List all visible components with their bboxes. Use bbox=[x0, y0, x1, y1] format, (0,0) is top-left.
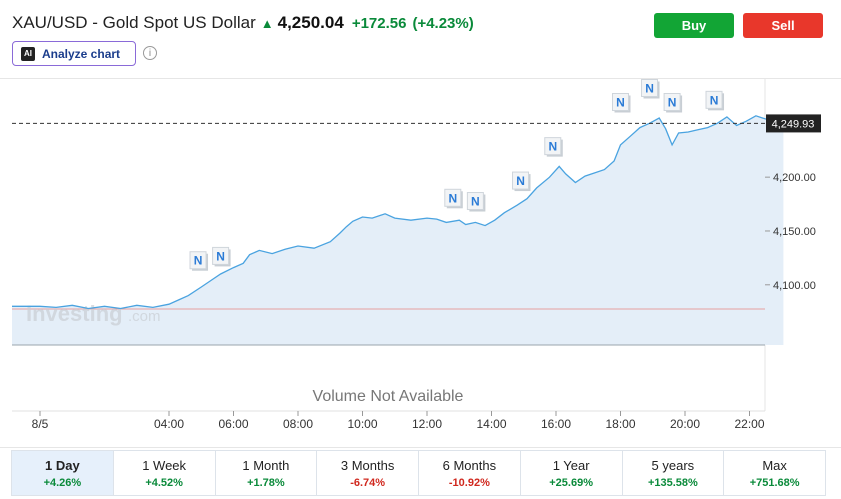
x-tick-label: 20:00 bbox=[670, 417, 700, 431]
x-tick-label: 06:00 bbox=[218, 417, 248, 431]
period-max[interactable]: Max +751.68% bbox=[724, 451, 825, 495]
news-marker-box bbox=[512, 171, 530, 190]
watermark-suffix: .com bbox=[128, 308, 161, 325]
news-marker-box bbox=[663, 92, 681, 111]
period-change: +4.26% bbox=[43, 476, 82, 489]
analyze-chart-button[interactable]: AI Analyze chart bbox=[12, 41, 136, 66]
news-marker[interactable]: N bbox=[705, 90, 725, 111]
news-marker-label: N bbox=[194, 254, 203, 268]
period-change: +25.69% bbox=[549, 476, 593, 489]
x-tick-label: 18:00 bbox=[605, 417, 635, 431]
current-price-tag bbox=[766, 114, 821, 133]
period-change: +1.78% bbox=[247, 476, 285, 489]
news-marker-box bbox=[705, 90, 723, 109]
period-change: +135.58% bbox=[647, 476, 698, 489]
price-line bbox=[12, 115, 784, 310]
x-tick-label: 14:00 bbox=[476, 417, 506, 431]
news-marker-label: N bbox=[448, 191, 457, 205]
news-marker-label: N bbox=[548, 140, 557, 154]
price-change: +172.56 bbox=[351, 14, 407, 32]
news-marker[interactable]: N bbox=[663, 92, 683, 113]
news-marker[interactable]: N bbox=[212, 246, 231, 267]
instrument-header: XAU/USD - Gold Spot US Dollar ▲ 4,250.04… bbox=[12, 10, 474, 36]
period-label: 1 Day bbox=[45, 457, 80, 473]
news-marker[interactable]: N bbox=[544, 137, 563, 157]
buy-button[interactable]: Buy bbox=[654, 13, 734, 38]
news-marker-label: N bbox=[645, 81, 654, 95]
period-3-months[interactable]: 3 Months -6.74% bbox=[317, 451, 419, 495]
x-tick-label: 08:00 bbox=[283, 417, 313, 431]
news-marker-box bbox=[466, 192, 484, 211]
current-price-label: 4,249.93 bbox=[772, 118, 815, 130]
period-label: 1 Week bbox=[142, 457, 187, 473]
price-change-percent: (+4.23%) bbox=[412, 14, 474, 32]
period-1-month[interactable]: 1 Month +1.78% bbox=[216, 451, 318, 495]
x-tick-label: 10:00 bbox=[347, 417, 377, 431]
period-1-day[interactable]: 1 Day +4.26% bbox=[12, 451, 114, 495]
news-marker-label: N bbox=[471, 195, 480, 209]
news-marker[interactable]: N bbox=[641, 79, 660, 99]
period-selector: 1 Day +4.26% 1 Week +4.52% 1 Month +1.78… bbox=[11, 450, 826, 496]
x-tick-label: 12:00 bbox=[412, 417, 442, 431]
news-marker-label: N bbox=[216, 249, 225, 263]
x-tick-label: 22:00 bbox=[734, 417, 764, 431]
period-change: +751.68% bbox=[749, 476, 800, 489]
x-tick-label: 8/5 bbox=[32, 417, 49, 431]
news-marker[interactable]: N bbox=[512, 171, 531, 192]
news-marker-box bbox=[544, 137, 562, 156]
watermark-brand: Investing bbox=[26, 301, 123, 326]
news-marker[interactable]: N bbox=[612, 92, 631, 113]
period-label: 6 Months bbox=[442, 457, 497, 473]
news-marker[interactable]: N bbox=[466, 192, 486, 212]
news-marker[interactable]: N bbox=[189, 251, 209, 271]
period-1-week[interactable]: 1 Week +4.52% bbox=[114, 451, 216, 495]
period-5-years[interactable]: 5 years +135.58% bbox=[623, 451, 725, 495]
news-marker-label: N bbox=[710, 93, 719, 107]
period-change: +4.52% bbox=[145, 476, 183, 489]
period-label: 1 Month bbox=[242, 457, 290, 473]
price-area-fill bbox=[12, 115, 784, 345]
period-1-year[interactable]: 1 Year +25.69% bbox=[521, 451, 623, 495]
news-marker-box bbox=[212, 246, 230, 265]
news-marker-label: N bbox=[616, 95, 625, 109]
ai-icon: AI bbox=[21, 46, 35, 61]
sell-button[interactable]: Sell bbox=[743, 13, 823, 38]
arrow-up-icon: ▲ bbox=[260, 15, 274, 31]
y-tick-label: 4,200.00 bbox=[773, 172, 816, 184]
news-marker-box bbox=[189, 251, 207, 270]
period-change: -10.92% bbox=[448, 476, 490, 489]
news-marker-label: N bbox=[516, 174, 525, 188]
news-marker-label: N bbox=[668, 95, 677, 109]
news-marker[interactable]: N bbox=[444, 188, 463, 209]
period-change: -6.74% bbox=[350, 476, 386, 489]
period-label: 1 Year bbox=[552, 457, 590, 473]
y-tick-label: 4,100.00 bbox=[773, 280, 816, 292]
period-label: 3 Months bbox=[340, 457, 395, 473]
last-price: 4,250.04 bbox=[277, 13, 344, 32]
news-marker-box bbox=[641, 79, 659, 97]
instrument-title: XAU/USD - Gold Spot US Dollar bbox=[12, 13, 256, 32]
x-tick-label: 16:00 bbox=[541, 417, 571, 431]
volume-not-available: Volume Not Available bbox=[313, 388, 464, 405]
news-marker-box bbox=[444, 188, 462, 207]
period-label: 5 years bbox=[651, 457, 695, 473]
analyze-chart-label: Analyze chart bbox=[42, 46, 121, 61]
news-marker-box bbox=[612, 92, 629, 111]
info-icon[interactable]: i bbox=[143, 46, 157, 60]
period-6-months[interactable]: 6 Months -10.92% bbox=[419, 451, 521, 495]
x-tick-label: 04:00 bbox=[154, 417, 184, 431]
period-label: Max bbox=[762, 457, 787, 473]
y-tick-label: 4,150.00 bbox=[773, 226, 816, 238]
